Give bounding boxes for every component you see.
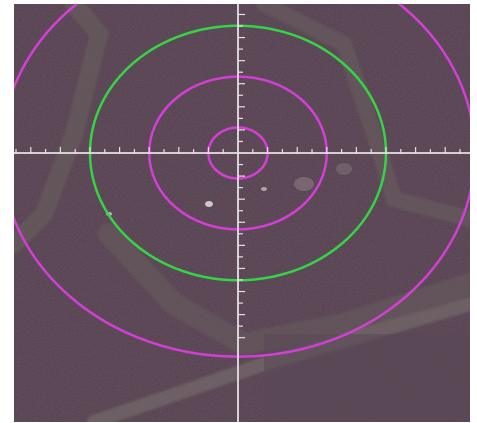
road-right [256, 4, 470, 227]
reticle-overlay[interactable] [14, 4, 470, 422]
feature-1 [294, 177, 314, 191]
feature-3 [205, 201, 213, 207]
lower-right-field [264, 334, 470, 422]
feature-5 [261, 187, 267, 191]
camera-viewport[interactable] [14, 4, 470, 422]
crosshair [14, 4, 470, 422]
terrain-background [14, 4, 470, 422]
road-upper-left [14, 4, 109, 253]
feature-2 [336, 163, 352, 175]
